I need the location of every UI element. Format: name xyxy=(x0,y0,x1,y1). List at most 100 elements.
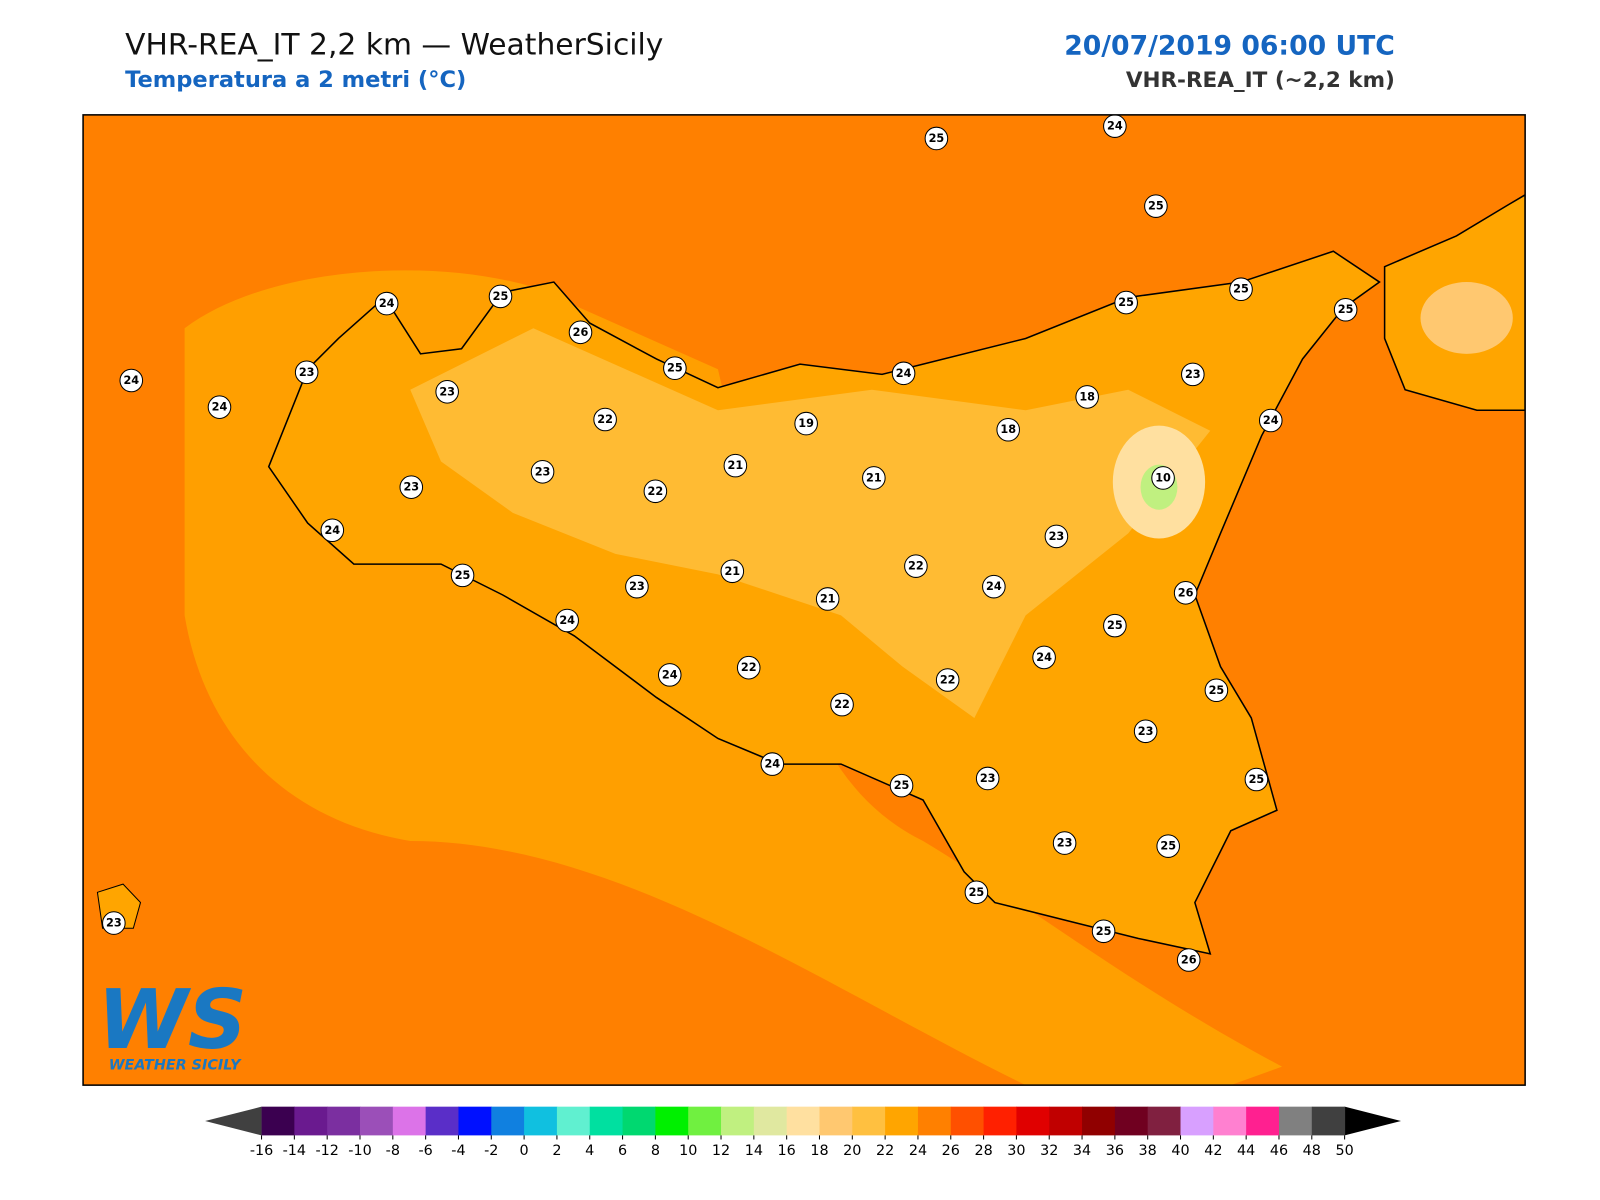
station-value: 23 xyxy=(299,366,315,379)
colorbar-swatch xyxy=(1278,1106,1313,1136)
colorbar-swatch xyxy=(1147,1106,1182,1136)
station-value: 23 xyxy=(1057,837,1073,850)
station-value: 23 xyxy=(106,917,122,930)
station: 18 xyxy=(1075,385,1099,409)
station: 24 xyxy=(320,518,345,543)
date: 20/07/2019 06:00 UTC xyxy=(1064,30,1395,61)
station-marker xyxy=(975,766,1000,791)
colorbar-under xyxy=(205,1106,262,1136)
station: 21 xyxy=(815,587,840,611)
colorbar-tick-label: 14 xyxy=(745,1143,763,1159)
colorbar-swatch xyxy=(556,1106,591,1136)
station-value: 23 xyxy=(1138,725,1154,738)
colorbar-tick-label: 18 xyxy=(810,1143,828,1159)
colorbar-tick-label: 10 xyxy=(679,1143,697,1159)
station-marker xyxy=(964,880,989,905)
station: 22 xyxy=(830,692,854,717)
station-value: 25 xyxy=(1107,619,1123,632)
station: 25 xyxy=(488,284,513,309)
colorbar-swatch xyxy=(1246,1106,1280,1136)
logo-mark: WS xyxy=(97,973,247,1068)
colorbar: -16 -14 -12 -10 -8 -6 -4 -2 0 2 4 6 8 10 12 14 16 18 20 22 2… xyxy=(205,1106,1402,1159)
station: 24 xyxy=(555,608,579,633)
station: 23 xyxy=(1133,719,1158,744)
station-value: 24 xyxy=(559,614,575,627)
station-marker xyxy=(760,752,785,776)
station-value: 22 xyxy=(648,485,664,498)
colorbar-tick-label: 16 xyxy=(778,1143,796,1159)
station: 24 xyxy=(891,361,916,386)
station-marker xyxy=(1114,290,1138,315)
station-marker xyxy=(723,453,748,478)
station: 25 xyxy=(663,356,687,380)
colorbar-tick-label: -12 xyxy=(315,1143,338,1159)
calabria-cool xyxy=(1420,282,1513,354)
station: 23 xyxy=(1044,524,1069,549)
map: 24 24 23 24 25 26 23 25 22 23 23 24 22 21 19 21 24 25 24 25… xyxy=(83,114,1526,1086)
station-value: 21 xyxy=(724,565,740,578)
station-marker xyxy=(1156,834,1180,858)
station-value: 23 xyxy=(1049,530,1065,543)
colorbar-tick-label: -2 xyxy=(484,1143,498,1159)
station-value: 24 xyxy=(324,524,340,537)
station-marker xyxy=(904,554,928,578)
station: 25 xyxy=(1333,297,1358,322)
station-value: 24 xyxy=(1107,120,1123,133)
colorbar-swatch xyxy=(1082,1106,1116,1136)
colorbar-swatch xyxy=(885,1106,919,1136)
station-marker xyxy=(1204,678,1229,703)
station: 23 xyxy=(1052,831,1077,855)
station-value: 23 xyxy=(980,772,996,785)
colorbar-tick-label: 0 xyxy=(520,1143,529,1159)
station-value: 25 xyxy=(1118,296,1134,309)
model: VHR-REA_IT (~2,2 km) xyxy=(1126,68,1395,93)
colorbar-tick-label: 12 xyxy=(712,1143,730,1159)
station-marker xyxy=(1244,767,1269,792)
station-value: 24 xyxy=(212,401,228,414)
station-marker xyxy=(1103,613,1127,638)
station-value: 24 xyxy=(1263,414,1279,427)
station-marker xyxy=(889,773,914,798)
colorbar-swatch xyxy=(491,1106,525,1136)
station: 25 xyxy=(1204,678,1229,703)
station-marker xyxy=(399,475,424,499)
station-marker xyxy=(830,692,854,717)
station-marker xyxy=(862,466,886,490)
colorbar-tick-label: -10 xyxy=(348,1143,371,1159)
station-value: 18 xyxy=(1079,390,1095,403)
station-marker xyxy=(1052,831,1077,855)
colorbar-swatch xyxy=(294,1106,328,1136)
station: 23 xyxy=(1181,362,1205,387)
colorbar-swatch xyxy=(1311,1106,1346,1136)
station-value: 23 xyxy=(535,465,551,478)
station-value: 25 xyxy=(894,779,910,792)
station: 24 xyxy=(1258,408,1283,433)
station: 25 xyxy=(924,126,949,151)
station-value: 23 xyxy=(403,481,419,494)
colorbar-over xyxy=(1344,1106,1402,1136)
station: 25 xyxy=(889,773,914,798)
colorbar-swatch xyxy=(950,1106,985,1136)
colorbar-tick-label: 50 xyxy=(1335,1143,1353,1159)
station-marker xyxy=(568,320,593,345)
station-marker xyxy=(1103,114,1127,138)
station-marker xyxy=(815,587,840,611)
station: 25 xyxy=(450,563,475,588)
colorbar-swatch xyxy=(917,1106,952,1136)
station-value: 25 xyxy=(929,132,945,145)
station-value: 23 xyxy=(1185,368,1201,381)
station-marker xyxy=(1044,524,1069,549)
station-value: 23 xyxy=(439,385,455,398)
station-marker xyxy=(1229,277,1253,302)
station: 25 xyxy=(964,880,989,905)
station-marker xyxy=(374,291,399,316)
station-marker xyxy=(530,460,555,484)
colorbar-swatch xyxy=(1049,1106,1083,1136)
station-value: 24 xyxy=(662,668,678,681)
colorbar-tick-label: 34 xyxy=(1073,1143,1091,1159)
station-value: 24 xyxy=(764,758,780,771)
station-value: 25 xyxy=(1160,840,1176,853)
colorbar-tick-label: 30 xyxy=(1007,1143,1025,1159)
station-marker xyxy=(593,407,617,432)
